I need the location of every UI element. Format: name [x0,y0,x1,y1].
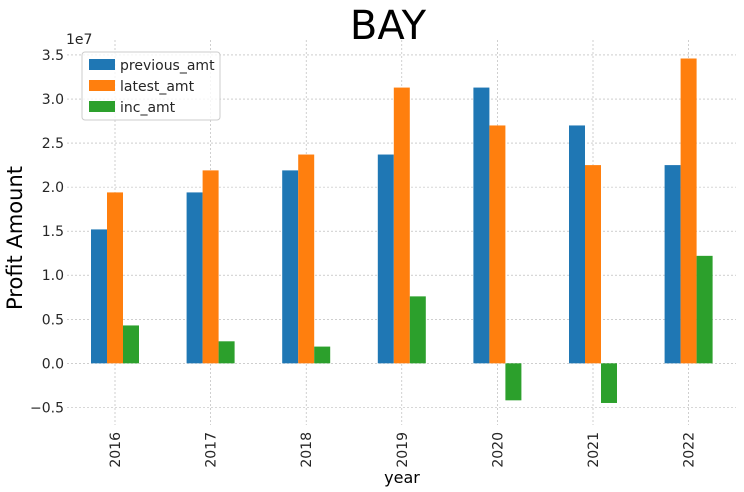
legend-swatch-inc_amt [89,101,115,112]
x-tick-label: 2022 [682,432,698,468]
bar-latest_amt-2016 [107,192,123,364]
legend-swatch-previous_amt [89,59,115,70]
y-tick-label: 1.5 [42,224,64,240]
y-tick-label: 2.5 [42,136,64,152]
bar-inc_amt-2021 [601,363,617,403]
legend-label-latest_amt: latest_amt [120,79,195,95]
legend-label-inc_amt: inc_amt [120,100,176,116]
bar-previous_amt-2018 [282,170,299,364]
x-axis-label: year [384,468,420,487]
y-tick-labels: −0.5 0.0 0.5 1.0 1.5 2.0 2.5 3.0 3.5 [30,48,64,416]
bar-previous_amt-2019 [377,154,394,364]
bars [91,58,713,403]
legend-label-previous_amt: previous_amt [120,58,215,74]
bar-inc_amt-2018 [314,346,331,364]
bar-latest_amt-2022 [680,58,697,364]
legend-swatch-latest_amt [89,80,115,91]
y-axis-label: Profit Amount [3,166,27,310]
y-tick-label: 3.0 [42,92,64,108]
x-tick-label: 2019 [395,432,411,468]
y-tick-label: 1.0 [42,268,64,284]
y-tick-label: 2.0 [42,180,64,196]
bar-previous_amt-2016 [91,229,107,364]
y-tick-label: 3.5 [42,48,64,64]
bar-inc_amt-2017 [218,341,235,364]
x-tick-label: 2021 [586,432,602,468]
y-tick-label: 0.5 [42,312,64,328]
y-tick-label: −0.5 [30,400,64,416]
bar-latest_amt-2019 [393,87,410,364]
x-tick-label: 2017 [204,432,220,468]
x-tick-labels: 2016 2017 2018 2019 2020 2021 2022 [108,432,698,468]
bar-previous_amt-2020 [473,87,490,364]
bar-latest_amt-2017 [202,170,219,364]
x-tick-label: 2016 [108,432,124,468]
bar-inc_amt-2019 [409,296,426,364]
bar-latest_amt-2020 [489,125,506,364]
chart-title: BAY [350,3,427,49]
bar-latest_amt-2018 [298,154,315,364]
bar-previous_amt-2021 [569,125,585,364]
x-tick-label: 2018 [299,432,315,468]
x-tick-label: 2020 [490,432,506,468]
bar-previous_amt-2017 [186,192,203,364]
legend-frame [81,51,221,121]
y-tick-label: 0.0 [42,356,64,372]
y-offset-label: 1e7 [66,32,92,48]
bar-inc_amt-2016 [123,325,139,364]
bar-previous_amt-2022 [664,165,681,364]
bar-inc_amt-2020 [505,363,522,401]
bar-inc_amt-2022 [696,255,713,364]
legend: previous_amt latest_amt inc_amt [81,51,221,121]
bar-latest_amt-2021 [585,165,601,364]
